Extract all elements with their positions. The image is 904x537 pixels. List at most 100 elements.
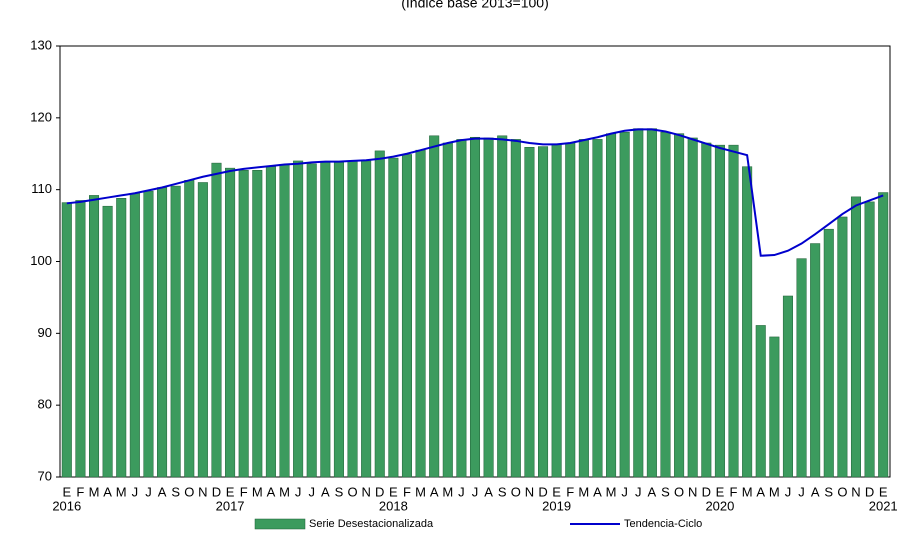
bar — [538, 146, 549, 478]
x-tick-label: A — [593, 484, 602, 499]
x-tick-label: J — [458, 484, 465, 499]
bar — [129, 193, 140, 478]
bar — [837, 216, 848, 478]
x-tick-label: J — [308, 484, 315, 499]
x-year-label: 2017 — [216, 498, 245, 513]
bar — [157, 187, 168, 478]
x-tick-label: M — [89, 484, 100, 499]
bar — [701, 142, 712, 478]
bar — [864, 201, 875, 478]
bar — [265, 166, 276, 478]
x-tick-label: M — [769, 484, 780, 499]
x-tick-label: S — [498, 484, 507, 499]
x-tick-label: A — [158, 484, 167, 499]
x-tick-label: S — [335, 484, 344, 499]
bar — [619, 131, 630, 478]
x-tick-label: E — [552, 484, 561, 499]
bar — [320, 162, 331, 478]
trend-line — [66, 128, 884, 257]
bar — [510, 139, 521, 478]
bar — [755, 325, 766, 478]
x-tick-label: E — [716, 484, 725, 499]
bar — [374, 150, 385, 478]
x-tick-label: J — [145, 484, 152, 499]
legend-label: Tendencia-Ciclo — [624, 518, 702, 530]
bar — [823, 228, 834, 478]
x-tick-label: A — [756, 484, 765, 499]
bar — [225, 167, 236, 478]
x-tick-label: J — [798, 484, 805, 499]
x-tick-label: O — [184, 484, 194, 499]
bar — [388, 157, 399, 478]
x-year-label: 2019 — [542, 498, 571, 513]
bar — [211, 162, 222, 478]
x-tick-label: D — [538, 484, 547, 499]
bar — [89, 195, 100, 478]
x-tick-label: M — [606, 484, 617, 499]
bar — [361, 160, 372, 478]
bar — [524, 147, 535, 478]
bar — [592, 139, 603, 478]
x-tick-label: F — [403, 484, 411, 499]
x-tick-label: A — [267, 484, 276, 499]
bar — [347, 160, 358, 478]
bar — [714, 144, 725, 478]
x-tick-label: O — [347, 484, 357, 499]
x-tick-label: E — [389, 484, 398, 499]
x-tick-label: N — [851, 484, 860, 499]
bar — [742, 166, 753, 478]
x-tick-label: F — [566, 484, 574, 499]
bar — [483, 137, 494, 478]
bar — [497, 135, 508, 478]
x-tick-label: J — [785, 484, 792, 499]
bar — [102, 205, 113, 478]
x-tick-label: E — [62, 484, 71, 499]
bar — [850, 196, 861, 478]
legend-label: Serie Desestacionalizada — [309, 518, 434, 530]
bar — [401, 154, 412, 478]
x-tick-label: M — [442, 484, 453, 499]
x-tick-label: S — [171, 484, 180, 499]
x-tick-label: A — [103, 484, 112, 499]
bar — [796, 258, 807, 478]
x-tick-label: M — [116, 484, 127, 499]
x-tick-label: O — [837, 484, 847, 499]
bar — [415, 149, 426, 478]
bar — [606, 133, 617, 478]
x-year-label: 2021 — [869, 498, 898, 513]
x-tick-label: D — [865, 484, 874, 499]
x-tick-label: N — [361, 484, 370, 499]
bar — [429, 135, 440, 478]
bar — [333, 162, 344, 478]
y-tick-label: 120 — [30, 109, 52, 124]
x-tick-label: F — [240, 484, 248, 499]
x-tick-label: N — [688, 484, 697, 499]
bar — [782, 295, 793, 478]
bar — [252, 170, 263, 478]
x-tick-label: D — [375, 484, 384, 499]
x-tick-label: O — [674, 484, 684, 499]
x-tick-label: A — [430, 484, 439, 499]
bar — [469, 136, 481, 478]
x-tick-label: F — [76, 484, 84, 499]
y-tick-label: 70 — [38, 468, 52, 483]
x-year-label: 2016 — [52, 498, 81, 513]
x-tick-label: M — [742, 484, 753, 499]
bar — [633, 128, 644, 478]
x-tick-label: M — [415, 484, 426, 499]
bar — [769, 336, 780, 478]
bar — [293, 160, 304, 478]
bar — [61, 202, 72, 478]
bar — [442, 142, 453, 478]
x-tick-label: N — [525, 484, 534, 499]
bar — [578, 139, 589, 478]
x-tick-label: J — [472, 484, 479, 499]
y-tick-label: 110 — [31, 181, 52, 196]
x-tick-label: A — [811, 484, 820, 499]
y-tick-label: 100 — [30, 253, 52, 268]
x-tick-label: A — [648, 484, 657, 499]
x-tick-label: A — [484, 484, 493, 499]
x-tick-label: J — [295, 484, 302, 499]
bar — [75, 200, 86, 478]
bar — [551, 144, 562, 478]
